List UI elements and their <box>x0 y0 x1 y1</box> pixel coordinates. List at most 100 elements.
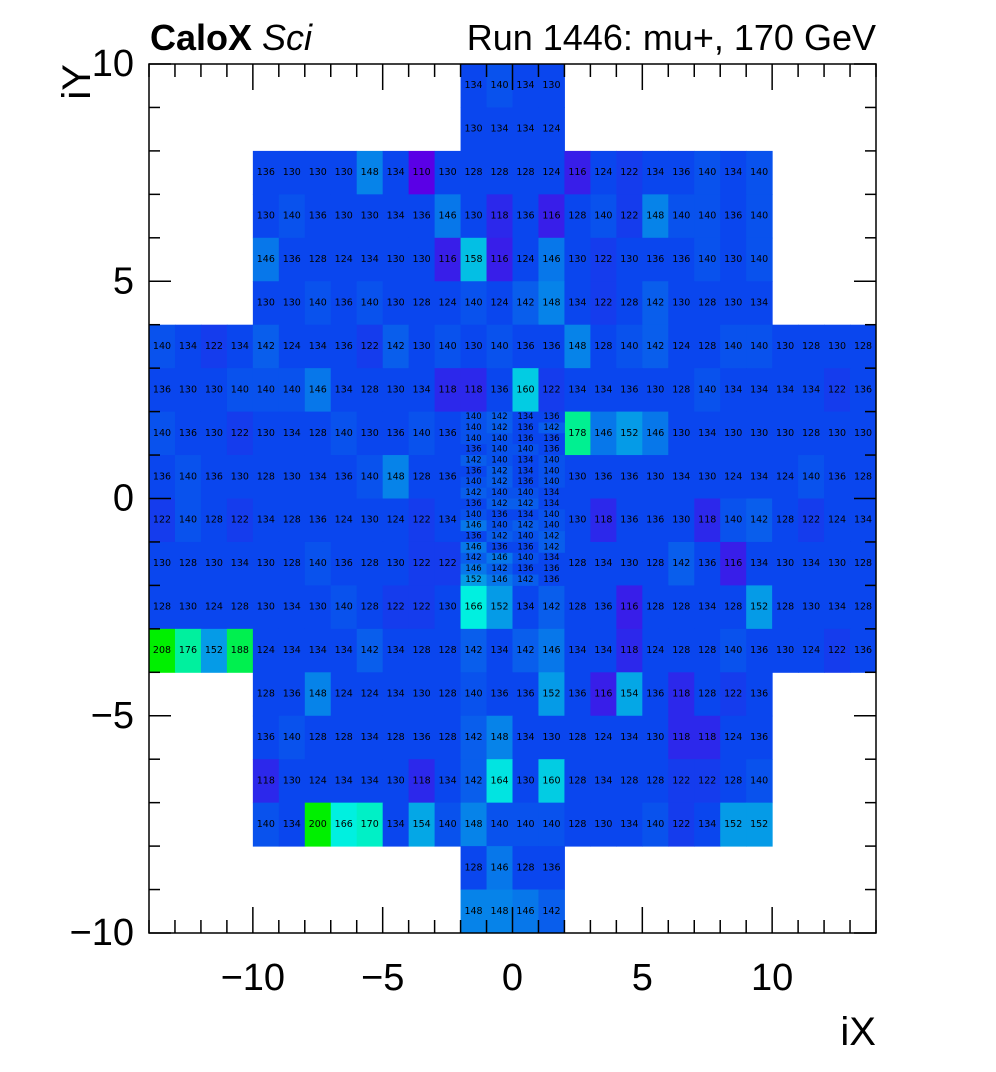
heatmap-cell <box>460 324 488 369</box>
cell-value-label: 134 <box>283 428 301 439</box>
heatmap-cell <box>798 368 825 413</box>
cell-value-label: 118 <box>490 211 508 222</box>
cell-value-label: 140 <box>750 775 768 786</box>
cell-value-label: 134 <box>361 732 379 743</box>
cell-value-label: 136 <box>309 211 327 222</box>
heatmap-cell <box>538 846 565 891</box>
heatmap-cell <box>642 194 669 239</box>
cell-value-label: 134 <box>750 471 768 482</box>
cell-value-label: 148 <box>490 732 508 743</box>
cell-value-label: 142 <box>257 341 275 352</box>
cell-value-label: 136 <box>153 471 171 482</box>
cell-value-label: 152 <box>205 645 223 656</box>
cell-value-label: 130 <box>387 254 405 265</box>
cell-value-label: 128 <box>672 602 690 613</box>
cell-value-label: 140 <box>698 254 716 265</box>
cell-value-label: 140 <box>802 471 820 482</box>
heatmap-cell <box>512 476 539 489</box>
cell-value-label: 160 <box>542 775 560 786</box>
cell-value-label: 130 <box>516 775 534 786</box>
heatmap-cell <box>720 411 747 456</box>
heatmap-cell <box>304 585 332 630</box>
heatmap-cell <box>720 324 747 369</box>
heatmap-cell <box>460 628 488 673</box>
heatmap-cell <box>200 368 228 413</box>
cell-value-label: 140 <box>491 445 507 455</box>
heatmap-cell <box>746 411 773 456</box>
heatmap-cell <box>538 531 565 543</box>
heatmap-cell <box>746 368 773 413</box>
cell-value-label: 128 <box>205 515 223 526</box>
cell-value-label: 134 <box>516 80 534 91</box>
cell-value-label: 136 <box>491 510 507 520</box>
cell-value-label: 130 <box>335 167 353 178</box>
cell-value-label: 160 <box>516 384 534 395</box>
cell-value-label: 124 <box>335 689 353 700</box>
heatmap-cell <box>408 672 436 717</box>
heatmap-cell <box>824 628 851 673</box>
cell-value-label: 128 <box>283 558 301 569</box>
cell-value-label: 130 <box>646 471 664 482</box>
heatmap-cell <box>642 150 669 195</box>
heatmap-cell <box>356 411 384 456</box>
heatmap-cell <box>252 281 280 326</box>
heatmap-cell <box>460 281 488 326</box>
cell-value-label: 134 <box>517 510 533 520</box>
cell-value-label: 142 <box>517 575 533 585</box>
heatmap-cell <box>330 150 358 195</box>
heatmap-cell <box>382 455 410 499</box>
cell-value-label: 136 <box>283 254 301 265</box>
heatmap-cell <box>486 672 513 717</box>
cell-value-label: 134 <box>646 167 664 178</box>
cell-value-label: 130 <box>646 384 664 395</box>
heatmap-cell <box>512 802 539 847</box>
heatmap-cell <box>538 715 565 760</box>
heatmap-cell <box>434 585 462 630</box>
heatmap-cell <box>668 585 695 630</box>
cell-value-label: 134 <box>439 775 457 786</box>
cell-value-label: 134 <box>361 254 379 265</box>
heatmap-cell <box>720 368 747 413</box>
cell-value-label: 118 <box>672 732 690 743</box>
heatmap-cell <box>486 455 513 467</box>
cell-value-label: 128 <box>335 732 353 743</box>
cell-value-label: 130 <box>257 211 275 222</box>
cell-value-label: 148 <box>490 906 508 917</box>
heatmap-cell <box>512 237 539 282</box>
heatmap-cell <box>356 585 384 630</box>
cell-value-label: 140 <box>439 819 457 830</box>
cell-value-label: 148 <box>387 471 405 482</box>
cell-value-label: 128 <box>646 602 664 613</box>
cell-value-label: 134 <box>698 428 716 439</box>
heatmap-cell <box>382 237 410 282</box>
heatmap-cell <box>278 281 306 326</box>
cell-value-label: 134 <box>854 515 872 526</box>
cell-value-label: 136 <box>387 428 405 439</box>
cell-value-label: 130 <box>283 167 301 178</box>
cell-value-label: 130 <box>464 341 482 352</box>
cell-value-label: 140 <box>543 466 559 476</box>
heatmap-cell <box>304 715 332 760</box>
heatmap-cell <box>798 585 825 630</box>
cell-value-label: 128 <box>413 297 431 308</box>
cell-value-label: 136 <box>413 211 431 222</box>
heatmap-cell <box>252 324 280 369</box>
cell-value-label: 134 <box>335 645 353 656</box>
cell-value-label: 140 <box>465 434 481 444</box>
heatmap-cell <box>694 715 721 760</box>
cell-value-label: 128 <box>257 689 275 700</box>
cell-value-label: 128 <box>802 428 820 439</box>
heatmap-cell <box>694 194 721 239</box>
cell-value-label: 134 <box>802 384 820 395</box>
cell-value-label: 136 <box>543 434 559 444</box>
heatmap-cell <box>356 628 384 673</box>
cell-value-label: 164 <box>490 775 508 786</box>
cell-value-label: 148 <box>542 297 560 308</box>
cell-value-label: 146 <box>516 906 534 917</box>
heatmap-cell <box>746 585 773 630</box>
heatmap-cell <box>694 150 721 195</box>
heatmap-cell <box>512 324 539 369</box>
heatmap-cell <box>720 802 747 847</box>
cell-value-label: 116 <box>620 602 638 613</box>
cell-value-label: 124 <box>283 341 301 352</box>
